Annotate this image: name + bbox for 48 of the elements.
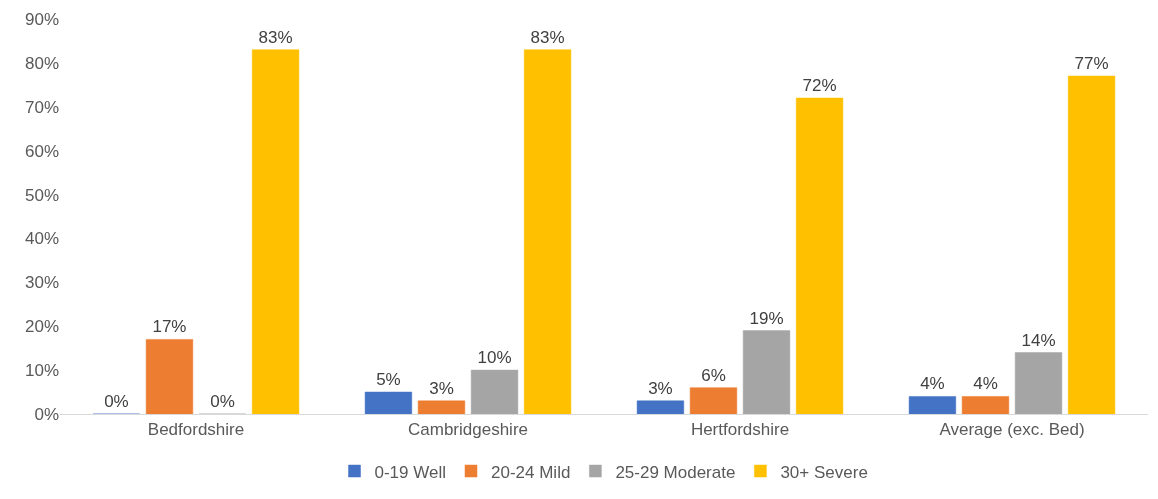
y-tick-label: 50% [24, 185, 59, 205]
bar [1067, 75, 1116, 414]
bar [689, 387, 738, 414]
y-tick-label: 90% [24, 9, 59, 29]
data-label: 17% [152, 317, 187, 337]
y-tick-label: 40% [24, 229, 59, 249]
data-label: 6% [701, 365, 726, 385]
bar [364, 391, 413, 414]
bar [1014, 352, 1063, 414]
data-label: 19% [749, 308, 784, 328]
data-label: 83% [530, 27, 565, 47]
data-label: 4% [973, 374, 998, 394]
x-tick-label: Hertfordshire [690, 420, 790, 440]
bar [145, 339, 194, 414]
bar [251, 49, 300, 414]
data-label: 77% [1074, 54, 1109, 74]
bar [470, 369, 519, 414]
legend-label: 20-24 Mild [491, 462, 571, 482]
data-label: 3% [648, 378, 673, 398]
x-tick-label: Cambridgeshire [408, 420, 528, 440]
y-tick-label: 20% [24, 317, 59, 337]
data-label: 0% [210, 392, 235, 411]
y-tick-label: 10% [24, 361, 59, 381]
y-tick-label: 30% [24, 273, 59, 293]
bar [417, 400, 466, 414]
x-tick-label: Bedfordshire [147, 420, 245, 440]
y-tick-label: 0% [34, 404, 59, 424]
x-tick-label: Average (exc. Bed) [939, 420, 1085, 440]
data-label: 83% [258, 27, 293, 47]
data-label: 14% [1021, 330, 1056, 350]
y-tick-label: 80% [24, 53, 59, 73]
bar [742, 330, 791, 414]
bar [523, 49, 572, 414]
data-label: 5% [376, 370, 401, 390]
y-tick-label: 70% [24, 97, 59, 117]
data-label: 3% [429, 378, 454, 398]
bar [636, 400, 685, 414]
legend-label: 0-19 Well [374, 462, 446, 482]
bar [795, 97, 844, 414]
bar [908, 396, 957, 414]
bar [961, 396, 1010, 414]
data-label: 72% [802, 76, 837, 95]
y-tick-label: 60% [24, 141, 59, 161]
data-label: 4% [920, 374, 945, 394]
data-label: 10% [477, 348, 512, 368]
legend-label: 25-29 Moderate [615, 462, 736, 482]
data-label: 0% [104, 392, 129, 411]
legend-label: 30+ Severe [780, 462, 868, 482]
